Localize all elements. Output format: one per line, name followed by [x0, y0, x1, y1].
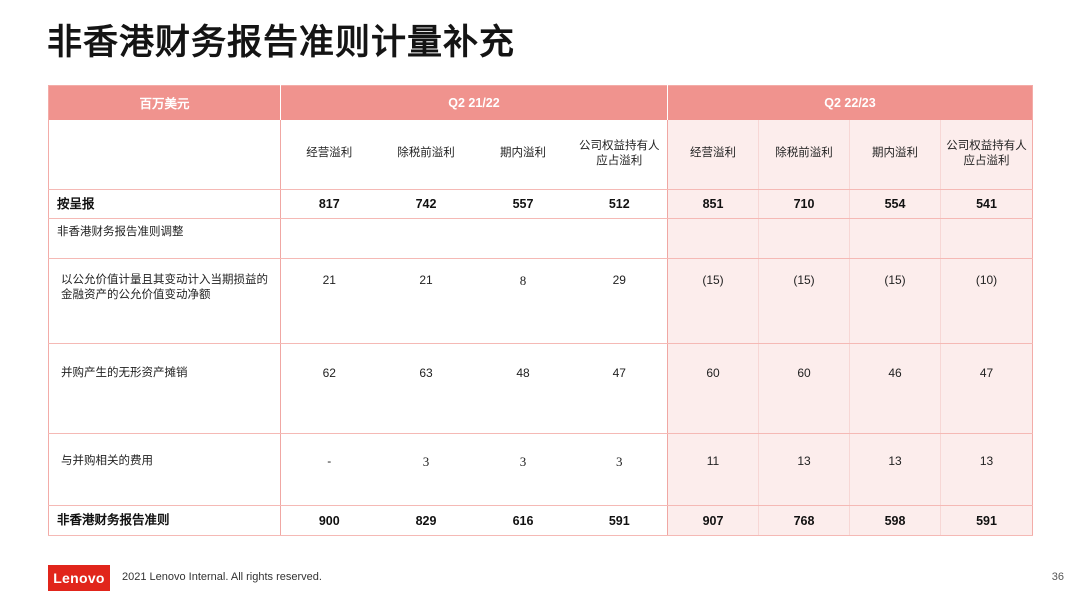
row-label: 以公允价值计量且其变动计入当期损益的金融资产的公允价值变动净额	[48, 258, 281, 344]
period-header-q2-2223: Q2 22/23	[667, 85, 1033, 120]
metric-header-pretax-profit: 除税前溢利	[377, 119, 475, 190]
table-row: 按呈报 817 742 557 512 851 710 554 541	[48, 189, 1033, 219]
metric-header-period-profit: 期内溢利	[474, 119, 572, 190]
value-cell	[474, 218, 572, 259]
value-cell	[377, 218, 475, 259]
value-cell: -	[280, 433, 378, 506]
value-cell: (15)	[667, 258, 759, 344]
lenovo-logo: Lenovo	[48, 565, 110, 591]
value-cell: 554	[849, 189, 941, 219]
value-cell: 591	[940, 505, 1033, 536]
footer-copyright: 2021 Lenovo Internal. All rights reserve…	[122, 571, 322, 583]
metric-header-pretax-profit: 除税前溢利	[758, 119, 850, 190]
value-cell: 48	[474, 343, 572, 434]
value-cell: 742	[377, 189, 475, 219]
row-label: 按呈报	[48, 189, 281, 219]
row-label: 非香港财务报告准则调整	[48, 218, 281, 259]
value-cell: 21	[280, 258, 378, 344]
metric-header-equity-holders-profit: 公司权益持有人 应占溢利	[571, 119, 668, 190]
value-cell: 13	[849, 433, 941, 506]
value-cell: 817	[280, 189, 378, 219]
period-header-q2-2122: Q2 21/22	[280, 85, 668, 120]
value-cell: (15)	[849, 258, 941, 344]
value-cell: 13	[940, 433, 1033, 506]
metric-header-equity-holders-profit: 公司权益持有人 应占溢利	[940, 119, 1033, 190]
row-label: 与并购相关的费用	[48, 433, 281, 506]
metric-header-operating-profit: 经营溢利	[280, 119, 378, 190]
value-cell: 29	[571, 258, 668, 344]
value-cell: 47	[571, 343, 668, 434]
value-cell: 60	[667, 343, 759, 434]
value-cell: 47	[940, 343, 1033, 434]
value-cell	[571, 218, 668, 259]
table-row: 与并购相关的费用 -3 3 3 11 13 13 13	[48, 433, 1033, 506]
value-cell: 3	[377, 433, 475, 506]
value-cell: 46	[849, 343, 941, 434]
value-cell: 557	[474, 189, 572, 219]
value-cell: 768	[758, 505, 850, 536]
value-cell: 60	[758, 343, 850, 434]
value-cell: 512	[571, 189, 668, 219]
value-cell: 3	[571, 433, 668, 506]
row-label: 并购产生的无形资产摊销	[48, 343, 281, 434]
value-cell: 541	[940, 189, 1033, 219]
value-cell: (10)	[940, 258, 1033, 344]
value-cell: 62	[280, 343, 378, 434]
financial-table: 百万美元 Q2 21/22 Q2 22/23 经营溢利 除税前溢利 期内溢利 公…	[48, 85, 1033, 536]
value-cell: 21	[377, 258, 475, 344]
metric-header-operating-profit: 经营溢利	[667, 119, 759, 190]
value-cell: 591	[571, 505, 668, 536]
value-cell: 11	[667, 433, 759, 506]
value-cell	[758, 218, 850, 259]
value-cell	[280, 218, 378, 259]
unit-header-cell: 百万美元	[48, 85, 281, 120]
value-cell: 8	[474, 258, 572, 344]
value-cell: 907	[667, 505, 759, 536]
value-cell	[667, 218, 759, 259]
row-label: 非香港财务报告准则	[48, 505, 281, 536]
value-cell: 598	[849, 505, 941, 536]
value-cell: 63	[377, 343, 475, 434]
value-cell: (15)	[758, 258, 850, 344]
value-cell: 851	[667, 189, 759, 219]
metric-header-period-profit: 期内溢利	[849, 119, 941, 190]
value-cell: 710	[758, 189, 850, 219]
table-body: 按呈报 817 742 557 512 851 710 554 541 非香港财务报告准则调整 以公…	[48, 189, 1033, 536]
value-cell: 829	[377, 505, 475, 536]
value-cell: 13	[758, 433, 850, 506]
period-header-row: 百万美元 Q2 21/22 Q2 22/23	[48, 85, 1033, 120]
value-cell	[849, 218, 941, 259]
metric-header-empty-cell	[48, 119, 281, 190]
table-row: 非香港财务报告准则调整	[48, 218, 1033, 259]
value-cell: 3	[474, 433, 572, 506]
table-row: 并购产生的无形资产摊销 62 63 48 47 60 60 46 47	[48, 343, 1033, 434]
metric-header-row: 经营溢利 除税前溢利 期内溢利 公司权益持有人 应占溢利 经营溢利 除税前溢利 …	[48, 119, 1033, 190]
slide-title: 非香港财务报告准则计量补充	[47, 23, 516, 62]
value-cell	[940, 218, 1033, 259]
table-row: 以公允价值计量且其变动计入当期损益的金融资产的公允价值变动净额 21 21 8 29 (1…	[48, 258, 1033, 344]
value-cell: 616	[474, 505, 572, 536]
page-number: 36	[1051, 571, 1064, 583]
value-cell: 900	[280, 505, 378, 536]
table-row: 非香港财务报告准则 900 829 616 591 907 768 598 591	[48, 505, 1033, 536]
